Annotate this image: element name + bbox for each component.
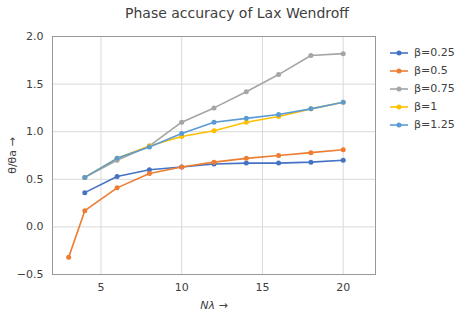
svg-text:2.0: 2.0 bbox=[26, 30, 44, 43]
svg-text:1.5: 1.5 bbox=[26, 78, 44, 91]
html-text:β=1.25: β=1.25 bbox=[414, 118, 455, 131]
svg-text:20: 20 bbox=[336, 281, 350, 294]
svg-text:15: 15 bbox=[255, 281, 269, 294]
html-text:Phase accuracy of Lax Wendroff: Phase accuracy of Lax Wendroff bbox=[125, 5, 349, 21]
svg-text:5: 5 bbox=[97, 281, 104, 294]
html-text:β=0.75: β=0.75 bbox=[414, 82, 455, 95]
svg-text:1.0: 1.0 bbox=[26, 125, 44, 138]
html-text:β=1: β=1 bbox=[414, 100, 438, 113]
svg-text:θ/θa →: θ/θa → bbox=[6, 137, 19, 174]
svg-text:10: 10 bbox=[175, 281, 189, 294]
svg-text:−0.5: −0.5 bbox=[17, 268, 44, 281]
svg-text:0.0: 0.0 bbox=[26, 220, 44, 233]
html-text:β=0.25: β=0.25 bbox=[414, 46, 455, 59]
svg-text:0.5: 0.5 bbox=[26, 173, 44, 186]
html-text:β=0.5: β=0.5 bbox=[414, 64, 448, 77]
svg-text:Nλ →: Nλ → bbox=[200, 299, 227, 312]
